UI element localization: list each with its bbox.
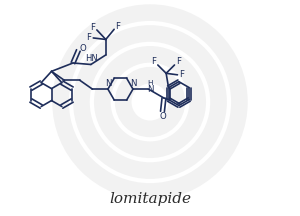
Text: HN: HN: [85, 54, 98, 63]
Text: F: F: [179, 70, 184, 79]
Text: H: H: [147, 80, 153, 86]
Text: N: N: [130, 79, 137, 88]
Text: O: O: [159, 112, 166, 121]
Text: lomitapide: lomitapide: [109, 192, 191, 206]
Text: F: F: [86, 33, 91, 42]
Text: F: F: [152, 57, 156, 67]
Text: N: N: [105, 79, 111, 88]
Text: O: O: [79, 44, 86, 53]
Text: F: F: [90, 23, 95, 32]
Text: N: N: [147, 85, 153, 94]
Text: F: F: [176, 57, 181, 67]
Text: F: F: [116, 22, 121, 31]
